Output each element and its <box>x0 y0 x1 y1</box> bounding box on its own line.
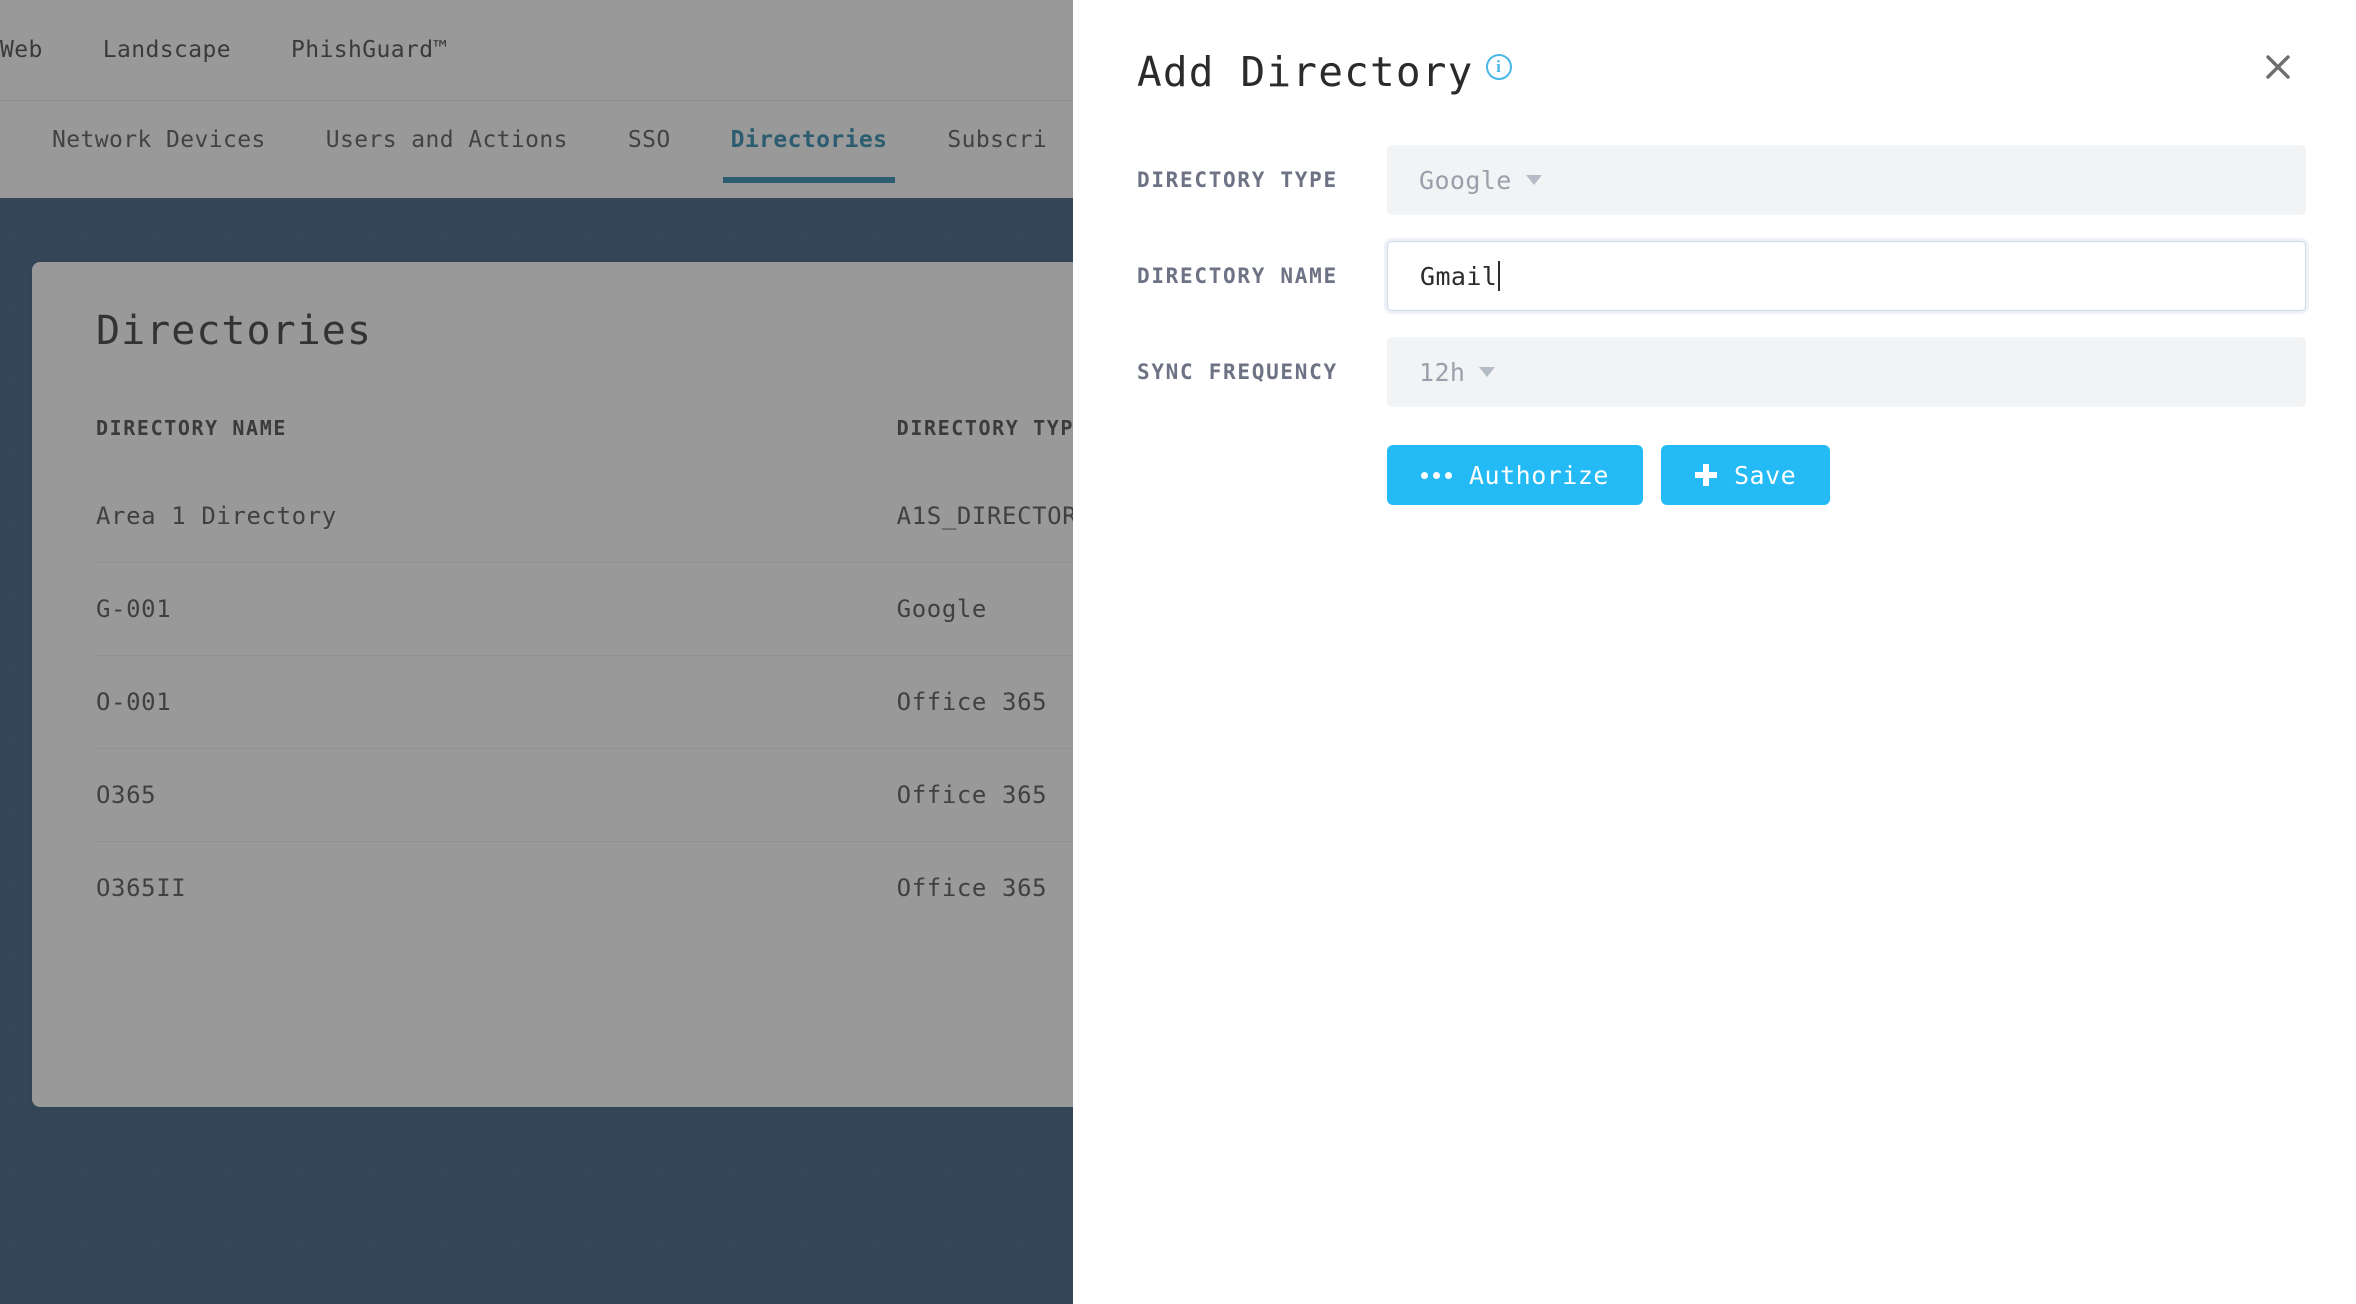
add-directory-modal: Add Directory i DIRECTORY TYPE Google DI… <box>1073 0 2356 1304</box>
info-icon[interactable]: i <box>1485 54 1512 80</box>
close-icon[interactable] <box>2256 45 2300 89</box>
field-sync-frequency: 12h <box>1387 337 2306 407</box>
label-directory-type: DIRECTORY TYPE <box>1137 168 1338 192</box>
directory-name-value: Gmail <box>1420 261 1498 291</box>
dots-icon <box>1421 471 1452 479</box>
field-row-directory-type: DIRECTORY TYPE Google <box>1137 145 2306 215</box>
modal-actions: Authorize Save <box>1387 445 2306 505</box>
authorize-button[interactable]: Authorize <box>1387 445 1643 505</box>
text-cursor <box>1498 261 1501 291</box>
sync-frequency-select[interactable]: 12h <box>1387 337 2306 407</box>
save-button[interactable]: Save <box>1660 445 1831 505</box>
authorize-button-label: Authorize <box>1469 460 1609 490</box>
label-sync-frequency: SYNC FREQUENCY <box>1137 360 1338 384</box>
field-directory-type: Google <box>1387 145 2306 215</box>
field-row-sync-frequency: SYNC FREQUENCY 12h <box>1137 337 2306 407</box>
directory-type-value: Google <box>1419 165 1512 195</box>
field-row-directory-name: DIRECTORY NAME Gmail <box>1137 241 2306 311</box>
sync-frequency-value: 12h <box>1419 357 1466 387</box>
modal-header: Add Directory i <box>1073 0 2356 93</box>
directory-name-input[interactable]: Gmail <box>1387 241 2306 311</box>
directory-type-select[interactable]: Google <box>1387 145 2306 215</box>
plus-icon <box>1694 464 1717 486</box>
add-directory-form: DIRECTORY TYPE Google DIRECTORY NAME Gma… <box>1073 93 2356 505</box>
save-button-label: Save <box>1733 460 1797 490</box>
chevron-down-icon <box>1479 367 1496 377</box>
chevron-down-icon <box>1525 175 1542 185</box>
label-directory-name: DIRECTORY NAME <box>1137 264 1338 288</box>
field-directory-name: Gmail <box>1387 241 2306 311</box>
modal-title: Add Directory <box>1137 48 1474 96</box>
